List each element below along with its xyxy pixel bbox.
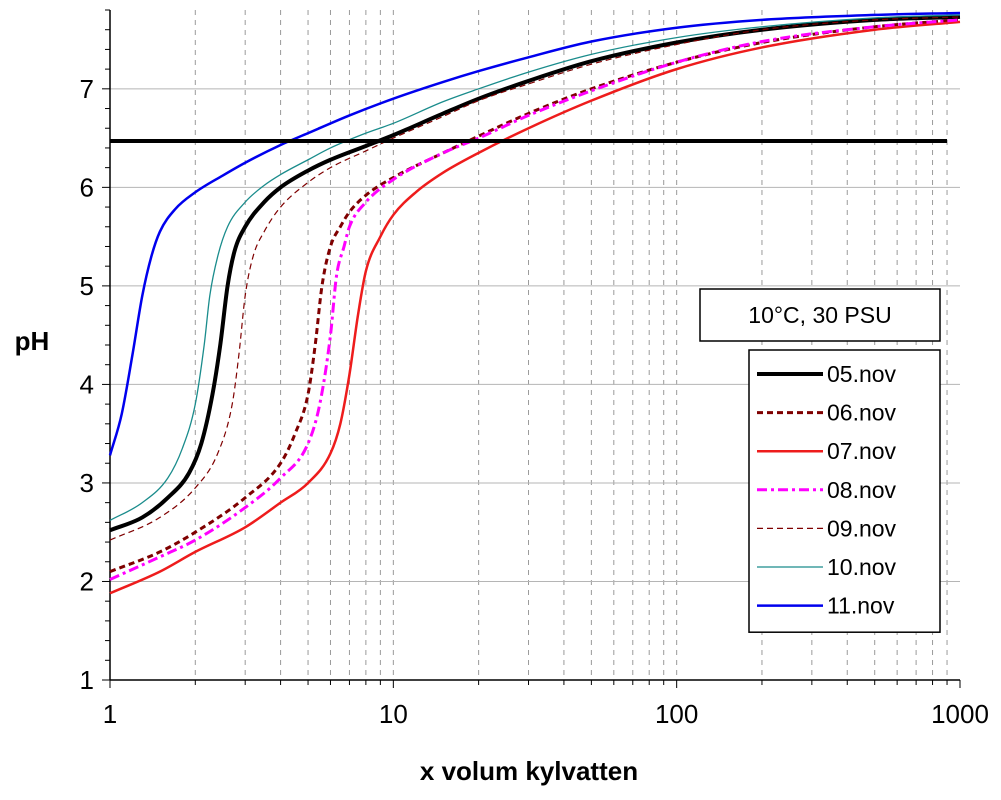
x-axis-title: x volum kylvatten — [420, 756, 638, 786]
series-line-10.nov — [109, 14, 961, 521]
y-tick-label: 2 — [80, 566, 94, 596]
series-line-08.nov — [109, 18, 961, 581]
series-line-11.nov — [108, 11, 961, 456]
x-tick-label: 1000 — [931, 699, 989, 729]
series-line-07.nov — [109, 20, 961, 595]
series-layer — [108, 11, 961, 595]
x-tick-label: 1 — [103, 699, 117, 729]
series-line-09.nov — [109, 16, 961, 541]
annotation-box: 10°C, 30 PSU — [699, 288, 941, 342]
axes: 1 2 3 4 5 6 7 1 10 100 1000 — [80, 9, 989, 729]
grid — [110, 10, 960, 680]
y-tick-label: 3 — [80, 468, 94, 498]
y-tick-label: 5 — [80, 271, 94, 301]
annotation-frame — [699, 288, 941, 342]
legend-label-06.nov: 06.nov — [827, 400, 897, 426]
legend-label-11.nov: 11.nov — [827, 593, 895, 619]
legend-label-07.nov: 07.nov — [827, 438, 897, 464]
legend-label-09.nov: 09.nov — [827, 515, 897, 541]
y-tick-label: 4 — [80, 369, 94, 399]
legend-label-10.nov: 10.nov — [827, 554, 897, 580]
annotation-text: 10°C, 30 PSU — [748, 302, 891, 328]
legend: 05.nov 06.nov 07.nov 08.nov 09.nov 10.nov 11.n… — [748, 349, 941, 633]
legend-label-05.nov: 05.nov — [827, 361, 897, 387]
y-axis-title: pH — [15, 326, 50, 356]
y-tick-label: 7 — [80, 74, 94, 104]
x-tick-label: 100 — [655, 699, 698, 729]
y-tick-label: 1 — [80, 665, 94, 695]
series-line-06.nov — [109, 18, 961, 574]
x-tick-label: 10 — [379, 699, 408, 729]
series-line-05.nov — [109, 14, 961, 533]
y-tick-label: 6 — [80, 172, 94, 202]
legend-label-08.nov: 08.nov — [827, 477, 897, 503]
